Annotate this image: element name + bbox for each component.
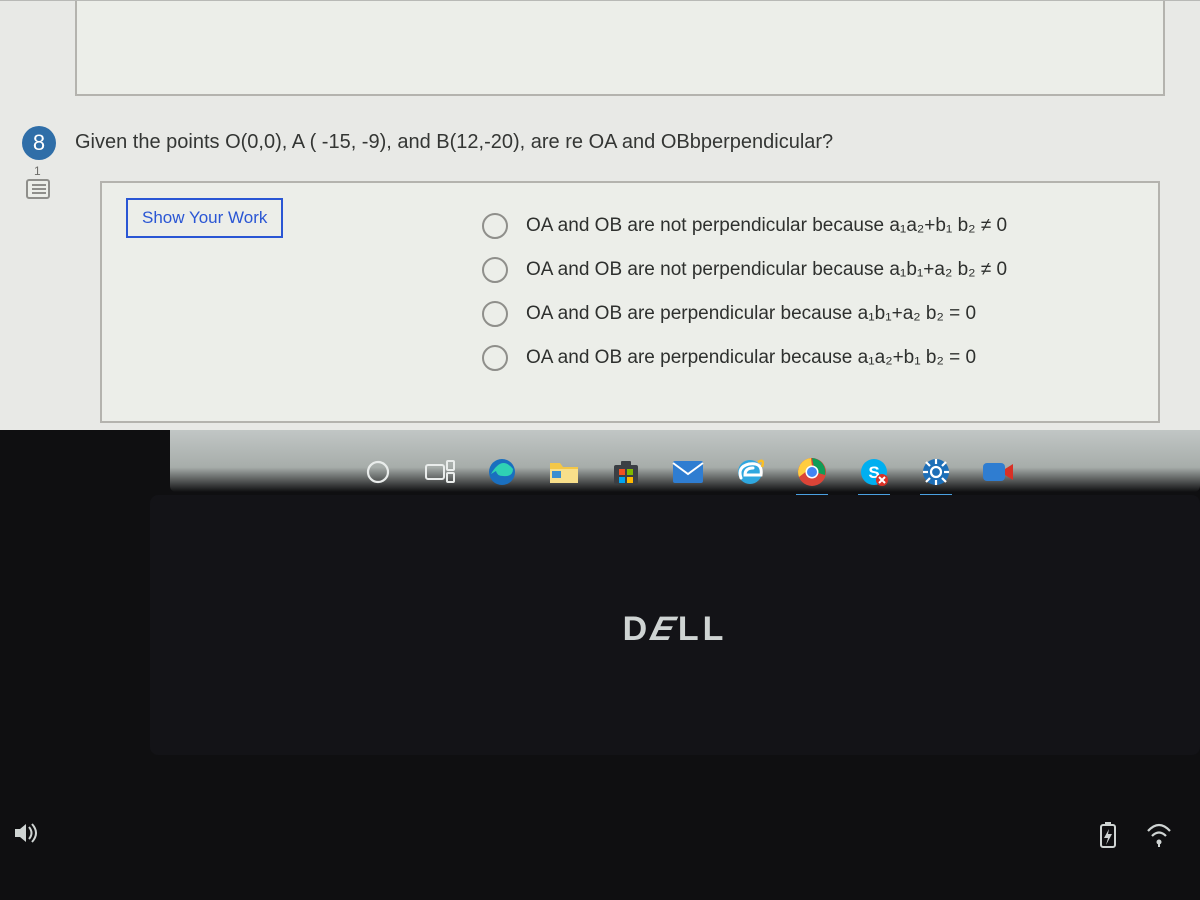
document-icon[interactable]: [26, 179, 50, 199]
settings-gear-icon[interactable]: [918, 454, 954, 490]
option-row: OA and OB are not perpendicular because …: [482, 213, 1007, 239]
task-view-icon[interactable]: [422, 454, 458, 490]
monitor-bezel: DELL: [150, 495, 1200, 755]
chrome-icon[interactable]: [794, 454, 830, 490]
radio-icon[interactable]: [482, 257, 508, 283]
wifi-icon[interactable]: [1146, 821, 1172, 855]
file-explorer-icon[interactable]: [546, 454, 582, 490]
option-row: OA and OB are perpendicular because a₁a₂…: [482, 345, 1007, 371]
option-label: OA and OB are perpendicular because a₁a₂…: [526, 347, 976, 369]
radio-icon[interactable]: [482, 213, 508, 239]
option-row: OA and OB are not perpendicular because …: [482, 257, 1007, 283]
internet-explorer-icon[interactable]: [732, 454, 768, 490]
battery-icon[interactable]: [1098, 821, 1118, 855]
volume-icon[interactable]: [14, 822, 40, 850]
answer-box: Show Your Work OA and OB are not perpend…: [100, 181, 1160, 423]
cortana-circle-icon[interactable]: [360, 454, 396, 490]
system-tray: [1098, 821, 1172, 855]
screen-bottom-edge: S: [170, 430, 1200, 492]
edge-icon[interactable]: [484, 454, 520, 490]
previous-answer-box: [75, 1, 1165, 96]
laptop-monitor: S: [0, 430, 1200, 900]
radio-icon[interactable]: [482, 301, 508, 327]
question-text: Given the points O(0,0), A ( -15, -9), a…: [75, 131, 833, 154]
dell-logo: DELL: [623, 610, 728, 649]
ms-store-icon[interactable]: [608, 454, 644, 490]
option-label: OA and OB are not perpendicular because …: [526, 215, 1007, 237]
quiz-panel: 8 1 Given the points O(0,0), A ( -15, -9…: [0, 0, 1200, 430]
option-row: OA and OB are perpendicular because a₁b₁…: [482, 301, 1007, 327]
mail-icon[interactable]: [670, 454, 706, 490]
question-number-badge: 8: [22, 126, 56, 160]
question-subnumber: 1: [34, 164, 41, 178]
show-your-work-button[interactable]: Show Your Work: [126, 198, 283, 238]
radio-icon[interactable]: [482, 345, 508, 371]
windows-taskbar: S: [360, 448, 1200, 496]
option-label: OA and OB are perpendicular because a₁b₁…: [526, 303, 976, 325]
option-label: OA and OB are not perpendicular because …: [526, 259, 1007, 281]
options-group: OA and OB are not perpendicular because …: [482, 213, 1007, 371]
skype-icon[interactable]: S: [856, 454, 892, 490]
camera-icon[interactable]: [980, 454, 1016, 490]
